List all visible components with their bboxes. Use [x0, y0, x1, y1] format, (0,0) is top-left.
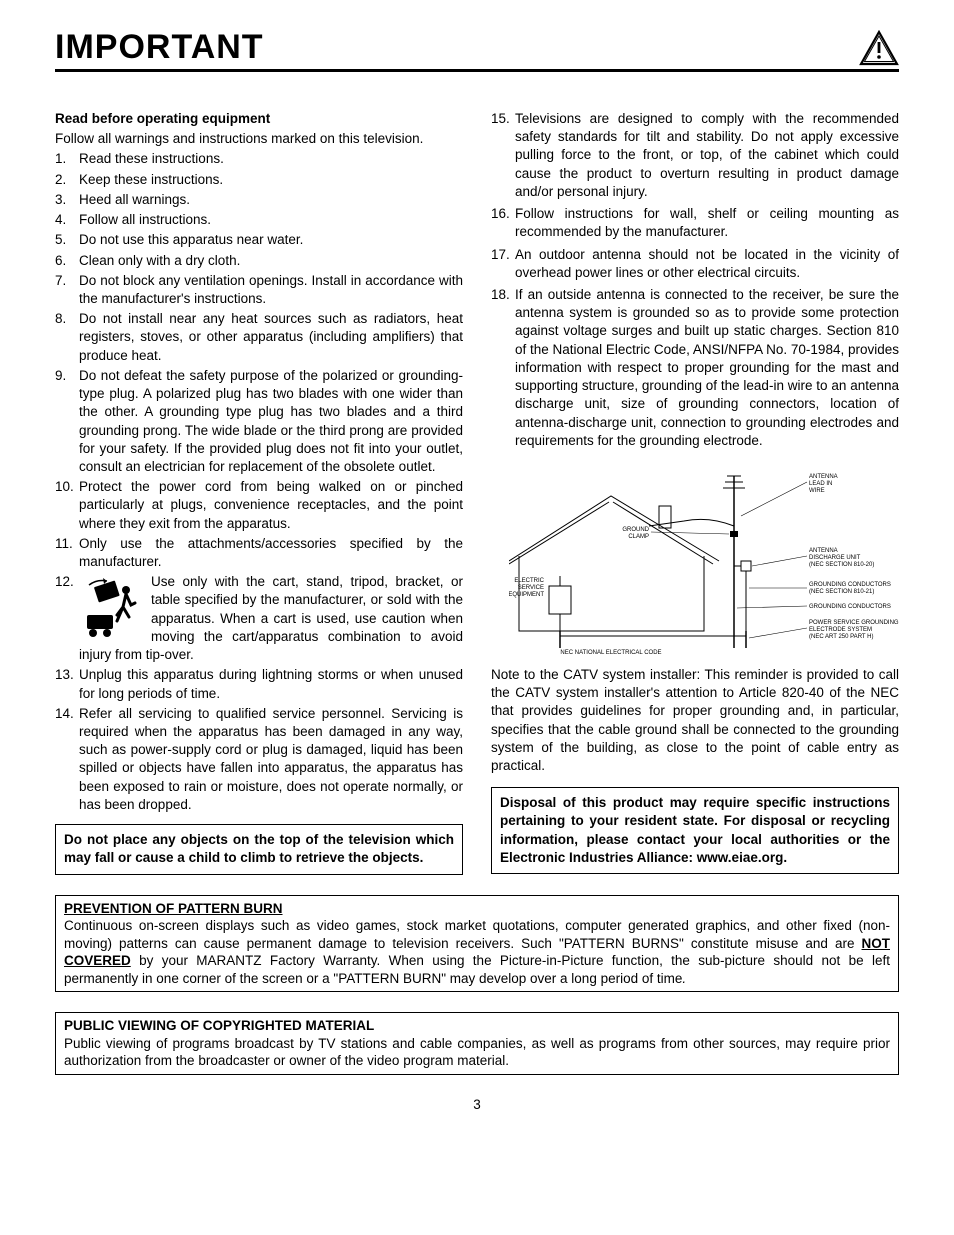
label-antenna-lead: ANTENNALEAD INWIRE [809, 474, 838, 494]
grounding-diagram: ANTENNALEAD INWIRE GROUNDCLAMP ANTENNADI… [491, 456, 899, 656]
list-item-text: Use only with the cart, stand, tripod, b… [79, 573, 463, 664]
item-number: 18. [491, 286, 515, 450]
list-item: Protect the power cord from being walked… [55, 478, 463, 533]
list-item: Refer all servicing to qualified service… [55, 705, 463, 814]
public-viewing-heading: PUBLIC VIEWING OF COPYRIGHTED MATERIAL [64, 1018, 374, 1033]
item-number: 16. [491, 205, 515, 241]
list-item-text: Do not defeat the safety purpose of the … [79, 367, 463, 476]
svg-text:GROUNDCLAMP: GROUNDCLAMP [622, 527, 649, 540]
svg-text:ANTENNADISCHARGE UNIT(NEC SECT: ANTENNADISCHARGE UNIT(NEC SECTION 810-20… [809, 548, 874, 568]
public-viewing-text: Public viewing of programs broadcast by … [64, 1036, 890, 1069]
intro-text: Follow all warnings and instructions mar… [55, 130, 463, 148]
list-item-text: Only use the attachments/accessories spe… [79, 535, 463, 571]
list-item-text: Protect the power cord from being walked… [79, 478, 463, 533]
list-item-text: Read these instructions. [79, 150, 463, 168]
svg-text:POWER SERVICE GROUNDINGELECTRO: POWER SERVICE GROUNDINGELECTRODE SYSTEM(… [809, 620, 899, 640]
pattern-burn-text1: Continuous on-screen displays such as vi… [64, 918, 890, 951]
pattern-burn-text2: by your MARANTZ Factory Warranty. When u… [64, 953, 890, 986]
list-item: Follow all instructions. [55, 211, 463, 229]
cart-tipover-icon [79, 577, 141, 644]
list-item-text: Do not use this apparatus near water. [79, 231, 463, 249]
do-not-place-box: Do not place any objects on the top of t… [55, 824, 463, 874]
list-item-text: Do not block any ventilation openings. I… [79, 272, 463, 308]
list-item-text: An outdoor antenna should not be located… [515, 246, 899, 282]
list-item-text: Follow instructions for wall, shelf or c… [515, 205, 899, 241]
warning-triangle-icon [859, 30, 899, 66]
svg-text:GROUNDING CONDUCTORS: GROUNDING CONDUCTORS [809, 604, 891, 610]
list-item: Do not use this apparatus near water. [55, 231, 463, 249]
list-item-text: If an outside antenna is connected to th… [515, 286, 899, 450]
list-item-text: Heed all warnings. [79, 191, 463, 209]
list-item: Do not install near any heat sources suc… [55, 310, 463, 365]
item-number: 17. [491, 246, 515, 282]
pattern-burn-box: PREVENTION OF PATTERN BURN Continuous on… [55, 895, 899, 993]
list-item: Keep these instructions. [55, 171, 463, 189]
list-item-text: Clean only with a dry cloth. [79, 252, 463, 270]
list-item: Only use the attachments/accessories spe… [55, 535, 463, 571]
catv-note: Note to the CATV system installer: This … [491, 666, 899, 775]
svg-text:NEC NATIONAL ELECTRICAL CODE: NEC NATIONAL ELECTRICAL CODE [560, 650, 661, 656]
right-column: 15.Televisions are designed to comply wi… [491, 110, 899, 875]
list-item-text: Follow all instructions. [79, 211, 463, 229]
public-viewing-box: PUBLIC VIEWING OF COPYRIGHTED MATERIAL P… [55, 1012, 899, 1075]
left-column: Read before operating equipment Follow a… [55, 110, 463, 875]
period: . [682, 971, 686, 986]
list-item-text: Do not install near any heat sources suc… [79, 310, 463, 365]
svg-text:ELECTRICSERVICEEQUIPMENT: ELECTRICSERVICEEQUIPMENT [509, 578, 545, 598]
list-item-text: Unplug this apparatus during lightning s… [79, 666, 463, 702]
page-header: IMPORTANT [55, 28, 899, 72]
pattern-burn-heading: PREVENTION OF PATTERN BURN [64, 901, 283, 916]
disposal-box: Disposal of this product may require spe… [491, 787, 899, 874]
list-item: Read these instructions. [55, 150, 463, 168]
list-item: 18.If an outside antenna is connected to… [491, 286, 899, 450]
list-item: 16.Follow instructions for wall, shelf o… [491, 205, 899, 241]
list-item: Use only with the cart, stand, tripod, b… [55, 573, 463, 664]
list-item-text: Refer all servicing to qualified service… [79, 705, 463, 814]
read-before-heading: Read before operating equipment [55, 110, 463, 128]
page-title: IMPORTANT [55, 28, 264, 67]
list-item: Do not defeat the safety purpose of the … [55, 367, 463, 476]
list-item-text: Keep these instructions. [79, 171, 463, 189]
list-item: 17.An outdoor antenna should not be loca… [491, 246, 899, 282]
list-item-text: Televisions are designed to comply with … [515, 110, 899, 201]
list-item: Unplug this apparatus during lightning s… [55, 666, 463, 702]
page-number: 3 [55, 1097, 899, 1112]
instructions-list-right: 15.Televisions are designed to comply wi… [491, 110, 899, 450]
list-item: 15.Televisions are designed to comply wi… [491, 110, 899, 201]
instructions-list: Read these instructions. Keep these inst… [55, 150, 463, 814]
list-item: Clean only with a dry cloth. [55, 252, 463, 270]
content-columns: Read before operating equipment Follow a… [55, 110, 899, 875]
list-item: Do not block any ventilation openings. I… [55, 272, 463, 308]
list-item: Heed all warnings. [55, 191, 463, 209]
svg-text:GROUNDING CONDUCTORS(NEC SECTI: GROUNDING CONDUCTORS(NEC SECTION 810-21) [809, 582, 891, 595]
item-number: 15. [491, 110, 515, 201]
